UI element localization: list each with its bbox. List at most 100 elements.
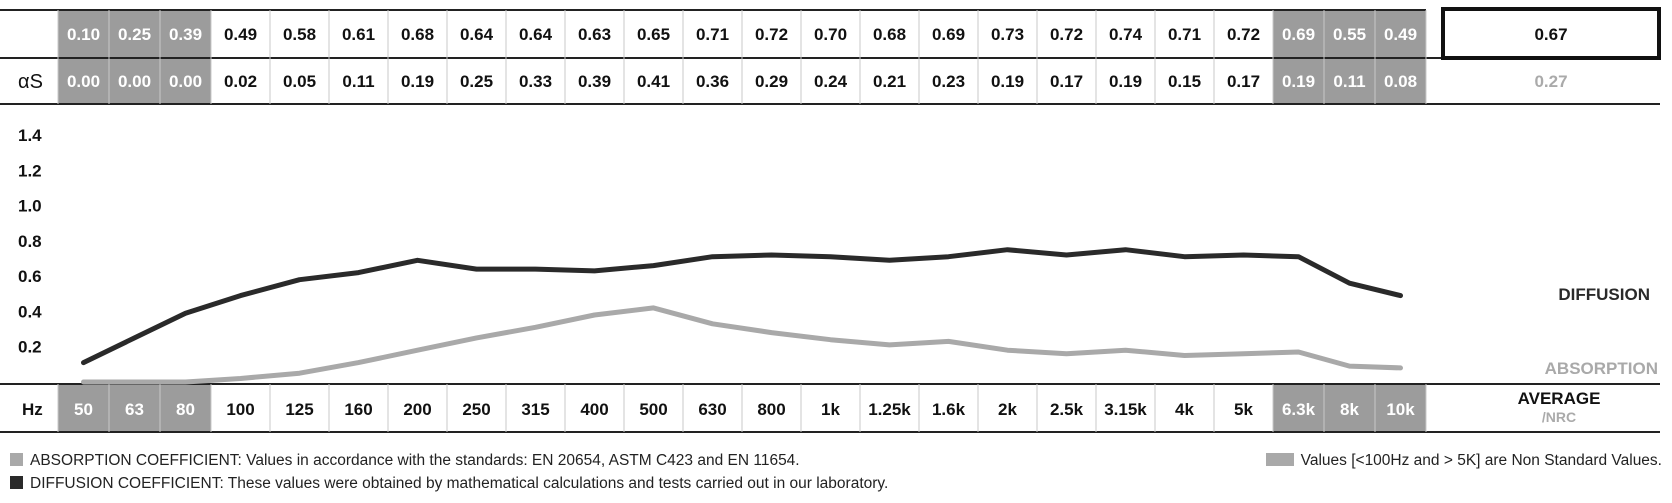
absorption-swatch (10, 453, 23, 466)
x-tick-4: 125 (285, 400, 313, 419)
acoustic-coefficient-chart: 0.10 0.25 0.39 0.49 0.58 0.61 0.68 0.64 0.64 0.63… (0, 7, 1661, 433)
row2-value-18: 0.19 (1109, 72, 1142, 91)
row2-value-16: 0.19 (991, 72, 1024, 91)
x-tick-21: 6.3k (1282, 400, 1316, 419)
x-tick-20: 5k (1234, 400, 1253, 419)
row1-value-13: 0.70 (814, 25, 847, 44)
x-tick-14: 1.25k (868, 400, 911, 419)
y-tick-2: 0.6 (18, 267, 42, 286)
y-tick-0: 0.2 (18, 338, 42, 357)
row1-value-11: 0.71 (696, 25, 729, 44)
row2-value-13: 0.24 (814, 72, 848, 91)
row2-value-15: 0.23 (932, 72, 965, 91)
row1-value-21: 0.69 (1282, 25, 1315, 44)
footnote-diffusion-text: DIFFUSION COEFFICIENT: These values were… (30, 475, 889, 492)
x-tick-22: 8k (1340, 400, 1359, 419)
row2-value-10: 0.41 (637, 72, 670, 91)
row1-value-7: 0.64 (460, 25, 494, 44)
nonstandard-bg-bottom-0 (58, 384, 211, 432)
row1-value-17: 0.72 (1050, 25, 1083, 44)
row1-value-22: 0.55 (1333, 25, 1366, 44)
series-line-absorption (81, 305, 1403, 385)
row1-value-18: 0.74 (1109, 25, 1143, 44)
row2-value-14: 0.21 (873, 72, 906, 91)
row2-average: 0.27 (1534, 72, 1567, 91)
row1-average: 0.67 (1534, 25, 1567, 44)
row2-value-21: 0.19 (1282, 72, 1315, 91)
x-tick-9: 400 (580, 400, 608, 419)
x-tick-23: 10k (1386, 400, 1415, 419)
series-line-diffusion (81, 247, 1403, 366)
row2-value-20: 0.17 (1227, 72, 1260, 91)
row2-value-22: 0.11 (1333, 72, 1365, 91)
footnote-diffusion: DIFFUSION COEFFICIENT: These values were… (10, 475, 888, 493)
footnote-absorption-text: ABSORPTION COEFFICIENT: Values in accord… (30, 452, 800, 469)
y-tick-5: 1.2 (18, 161, 42, 180)
x-tick-18: 3.15k (1104, 400, 1147, 419)
x-tick-3: 100 (226, 400, 254, 419)
row1-value-19: 0.71 (1168, 25, 1201, 44)
diffusion-swatch (10, 476, 23, 489)
row2-value-5: 0.11 (342, 72, 374, 91)
average-label: AVERAGE (1518, 389, 1601, 408)
row2-value-11: 0.36 (696, 72, 729, 91)
x-axis-label: Hz (22, 400, 43, 419)
x-tick-1: 63 (125, 400, 144, 419)
x-tick-11: 630 (698, 400, 726, 419)
x-tick-8: 315 (521, 400, 549, 419)
y-tick-1: 0.4 (18, 302, 42, 321)
row2-value-19: 0.15 (1168, 72, 1201, 91)
row1-value-12: 0.72 (755, 25, 788, 44)
row2-value-6: 0.19 (401, 72, 434, 91)
footnote-non-standard-text: Values [<100Hz and > 5K] are Non Standar… (1300, 452, 1662, 469)
x-tick-10: 500 (639, 400, 667, 419)
y-tick-3: 0.8 (18, 232, 42, 251)
row2-value-3: 0.02 (224, 72, 257, 91)
series-label-diffusion: DIFFUSION (1558, 285, 1650, 304)
x-tick-2: 80 (176, 400, 195, 419)
row2-value-12: 0.29 (755, 72, 788, 91)
x-tick-0: 50 (74, 400, 93, 419)
row1-value-15: 0.69 (932, 25, 965, 44)
row1-value-16: 0.73 (991, 25, 1024, 44)
footnote-non-standard: Values [<100Hz and > 5K] are Non Standar… (1265, 452, 1662, 470)
x-tick-16: 2k (998, 400, 1017, 419)
x-tick-12: 800 (757, 400, 785, 419)
row2-value-9: 0.39 (578, 72, 611, 91)
row1-value-6: 0.68 (401, 25, 434, 44)
non-standard-swatch (1265, 453, 1294, 466)
row1-value-5: 0.61 (342, 25, 375, 44)
row1-value-3: 0.49 (224, 25, 257, 44)
x-tick-19: 4k (1175, 400, 1194, 419)
row1-value-20: 0.72 (1227, 25, 1260, 44)
nrc-label: /NRC (1542, 409, 1576, 425)
row1-value-0: 0.10 (67, 25, 100, 44)
series-label-absorption: ABSORPTION (1545, 359, 1658, 378)
row2-value-17: 0.17 (1050, 72, 1083, 91)
footnote-absorption: ABSORPTION COEFFICIENT: Values in accord… (10, 452, 800, 470)
row2-value-8: 0.33 (519, 72, 552, 91)
row1-value-14: 0.68 (873, 25, 906, 44)
row2-label: αS (18, 71, 43, 93)
x-tick-6: 200 (403, 400, 431, 419)
y-tick-4: 1.0 (18, 197, 42, 216)
row1-value-2: 0.39 (169, 25, 202, 44)
average-box (1441, 7, 1661, 60)
x-tick-13: 1k (821, 400, 840, 419)
row2-value-1: 0.00 (118, 72, 151, 91)
row1-value-8: 0.64 (519, 25, 553, 44)
row1-value-4: 0.58 (283, 25, 316, 44)
x-tick-17: 2.5k (1050, 400, 1084, 419)
x-tick-5: 160 (344, 400, 372, 419)
row1-value-9: 0.63 (578, 25, 611, 44)
row1-value-1: 0.25 (118, 25, 151, 44)
row2-value-23: 0.08 (1384, 72, 1417, 91)
row2-value-4: 0.05 (283, 72, 316, 91)
row2-value-7: 0.25 (460, 72, 493, 91)
row1-value-10: 0.65 (637, 25, 670, 44)
row1-value-23: 0.49 (1384, 25, 1417, 44)
x-tick-15: 1.6k (932, 400, 966, 419)
nonstandard-bg-bottom-1 (1273, 384, 1426, 432)
row2-value-0: 0.00 (67, 72, 100, 91)
row2-value-2: 0.00 (169, 72, 202, 91)
